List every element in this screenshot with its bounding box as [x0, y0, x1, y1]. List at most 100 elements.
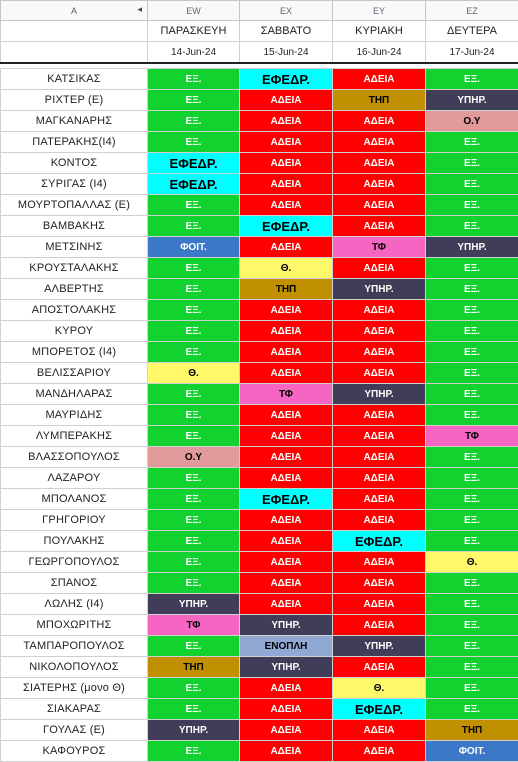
person-name-cell[interactable]: ΣΙΑΚΑΡΑΣ	[1, 699, 148, 720]
status-cell[interactable]: ΑΔΕΙΑ	[333, 342, 426, 363]
status-cell[interactable]: ΑΔΕΙΑ	[240, 678, 333, 699]
status-cell[interactable]: ΑΔΕΙΑ	[333, 258, 426, 279]
status-cell[interactable]: ΤΗΠ	[426, 720, 518, 741]
status-cell[interactable]: ΑΔΕΙΑ	[240, 174, 333, 195]
status-cell[interactable]: ΑΔΕΙΑ	[240, 468, 333, 489]
status-cell[interactable]: ΕΞ.	[426, 363, 518, 384]
column-header-ey[interactable]: EY	[333, 1, 426, 21]
status-cell[interactable]: ΤΗΠ	[240, 279, 333, 300]
status-cell[interactable]: ΑΔΕΙΑ	[240, 573, 333, 594]
status-cell[interactable]: ΤΦ	[148, 615, 240, 636]
status-cell[interactable]: ΑΔΕΙΑ	[333, 615, 426, 636]
status-cell[interactable]: ΕΞ.	[426, 405, 518, 426]
status-cell[interactable]: ΕΞ.	[426, 594, 518, 615]
status-cell[interactable]: ΑΔΕΙΑ	[333, 300, 426, 321]
status-cell[interactable]: ΕΦΕΔΡ.	[333, 699, 426, 720]
status-cell[interactable]: ΑΔΕΙΑ	[240, 90, 333, 111]
status-cell[interactable]: ΑΔΕΙΑ	[333, 468, 426, 489]
collapse-arrow-icon[interactable]: ◂	[137, 4, 142, 15]
status-cell[interactable]: ΕΞ.	[148, 699, 240, 720]
status-cell[interactable]: ΕΦΕΔΡ.	[148, 153, 240, 174]
status-cell[interactable]: ΕΞ.	[148, 405, 240, 426]
person-name-cell[interactable]: ΚΥΡΟΥ	[1, 321, 148, 342]
status-cell[interactable]: ΑΔΕΙΑ	[240, 195, 333, 216]
status-cell[interactable]: ΕΦΕΔΡ.	[240, 216, 333, 237]
status-cell[interactable]: ΕΞ.	[426, 615, 518, 636]
status-cell[interactable]: ΕΦΕΔΡ.	[240, 69, 333, 90]
status-cell[interactable]: ΕΞ.	[148, 678, 240, 699]
person-name-cell[interactable]: ΓΕΩΡΓΟΠΟΥΛΟΣ	[1, 552, 148, 573]
person-name-cell[interactable]: ΚΡΟΥΣΤΑΛΑΚΗΣ	[1, 258, 148, 279]
status-cell[interactable]: ΕΞ.	[148, 552, 240, 573]
status-cell[interactable]: ΑΔΕΙΑ	[333, 447, 426, 468]
status-cell[interactable]: ΑΔΕΙΑ	[333, 552, 426, 573]
person-name-cell[interactable]: ΝΙΚΟΛΟΠΟΥΛΟΣ	[1, 657, 148, 678]
status-cell[interactable]: Ο.Υ	[426, 111, 518, 132]
status-cell[interactable]: ΑΔΕΙΑ	[333, 321, 426, 342]
status-cell[interactable]: ΥΠΗΡ.	[148, 720, 240, 741]
person-name-cell[interactable]: ΜΠΟΛΑΝΟΣ	[1, 489, 148, 510]
status-cell[interactable]: ΕΞ.	[148, 279, 240, 300]
person-name-cell[interactable]: ΓΡΗΓΟΡΙΟΥ	[1, 510, 148, 531]
date-cell[interactable]: 15-Jun-24	[240, 42, 333, 64]
person-name-cell[interactable]: ΣΙΑΤΕΡΗΣ (μονο Θ)	[1, 678, 148, 699]
person-name-cell[interactable]: ΣΥΡΙΓΑΣ (Ι4)	[1, 174, 148, 195]
person-name-cell[interactable]: ΚΑΦΟΥΡΟΣ	[1, 741, 148, 762]
status-cell[interactable]: ΕΝΟΠΛΗ	[240, 636, 333, 657]
status-cell[interactable]: ΥΠΗΡ.	[148, 594, 240, 615]
status-cell[interactable]: ΕΞ.	[426, 699, 518, 720]
status-cell[interactable]: ΑΔΕΙΑ	[240, 237, 333, 258]
status-cell[interactable]: ΕΞ.	[148, 195, 240, 216]
status-cell[interactable]: ΥΠΗΡ.	[426, 90, 518, 111]
status-cell[interactable]: ΑΔΕΙΑ	[333, 426, 426, 447]
status-cell[interactable]: ΑΔΕΙΑ	[240, 510, 333, 531]
person-name-cell[interactable]: ΠΑΤΕΡΑΚΗΣ(Ι4)	[1, 132, 148, 153]
status-cell[interactable]: ΥΠΗΡ.	[333, 279, 426, 300]
status-cell[interactable]: ΥΠΗΡ.	[240, 615, 333, 636]
status-cell[interactable]: ΕΦΕΔΡ.	[148, 174, 240, 195]
status-cell[interactable]: ΥΠΗΡ.	[240, 657, 333, 678]
person-name-cell[interactable]: ΛΑΖΑΡΟΥ	[1, 468, 148, 489]
person-name-cell[interactable]: ΣΠΑΝΟΣ	[1, 573, 148, 594]
status-cell[interactable]: ΕΞ.	[148, 111, 240, 132]
status-cell[interactable]: ΑΔΕΙΑ	[333, 69, 426, 90]
status-cell[interactable]: ΕΞ.	[426, 489, 518, 510]
person-name-cell[interactable]: ΚΑΤΣΙΚΑΣ	[1, 69, 148, 90]
status-cell[interactable]: Θ.	[240, 258, 333, 279]
status-cell[interactable]: ΕΞ.	[426, 195, 518, 216]
person-name-cell[interactable]: ΛΩΛΗΣ (Ι4)	[1, 594, 148, 615]
status-cell[interactable]: ΕΞ.	[148, 510, 240, 531]
status-cell[interactable]: ΕΦΕΔΡ.	[240, 489, 333, 510]
status-cell[interactable]: ΤΗΠ	[148, 657, 240, 678]
status-cell[interactable]: ΕΞ.	[148, 636, 240, 657]
status-cell[interactable]: ΥΠΗΡ.	[333, 384, 426, 405]
status-cell[interactable]: ΕΞ.	[148, 573, 240, 594]
status-cell[interactable]: ΕΞ.	[426, 321, 518, 342]
status-cell[interactable]: ΦΟΙΤ.	[148, 237, 240, 258]
status-cell[interactable]: ΕΞ.	[426, 657, 518, 678]
status-cell[interactable]: ΕΞ.	[426, 279, 518, 300]
status-cell[interactable]: ΕΞ.	[148, 531, 240, 552]
person-name-cell[interactable]: ΛΥΜΠΕΡΑΚΗΣ	[1, 426, 148, 447]
day-cell[interactable]: ΔΕΥΤΕΡΑ	[426, 21, 518, 42]
status-cell[interactable]: ΕΞ.	[148, 426, 240, 447]
status-cell[interactable]: ΑΔΕΙΑ	[240, 552, 333, 573]
person-name-cell[interactable]: ΤΑΜΠΑΡΟΠΟΥΛΟΣ	[1, 636, 148, 657]
status-cell[interactable]: ΑΔΕΙΑ	[240, 342, 333, 363]
status-cell[interactable]: ΕΞ.	[426, 258, 518, 279]
status-cell[interactable]: ΕΞ.	[426, 573, 518, 594]
status-cell[interactable]: ΑΔΕΙΑ	[333, 216, 426, 237]
status-cell[interactable]: Θ.	[333, 678, 426, 699]
status-cell[interactable]: ΑΔΕΙΑ	[240, 363, 333, 384]
status-cell[interactable]: ΑΔΕΙΑ	[240, 531, 333, 552]
status-cell[interactable]: ΑΔΕΙΑ	[333, 405, 426, 426]
status-cell[interactable]: ΑΔΕΙΑ	[333, 594, 426, 615]
status-cell[interactable]: ΑΔΕΙΑ	[240, 594, 333, 615]
status-cell[interactable]: ΑΔΕΙΑ	[333, 111, 426, 132]
status-cell[interactable]: ΥΠΗΡ.	[333, 636, 426, 657]
day-cell[interactable]: ΠΑΡΑΣΚΕΥΗ	[148, 21, 240, 42]
status-cell[interactable]: ΑΔΕΙΑ	[240, 447, 333, 468]
status-cell[interactable]: ΑΔΕΙΑ	[240, 741, 333, 762]
status-cell[interactable]: ΕΞ.	[148, 90, 240, 111]
status-cell[interactable]: ΕΞ.	[148, 342, 240, 363]
